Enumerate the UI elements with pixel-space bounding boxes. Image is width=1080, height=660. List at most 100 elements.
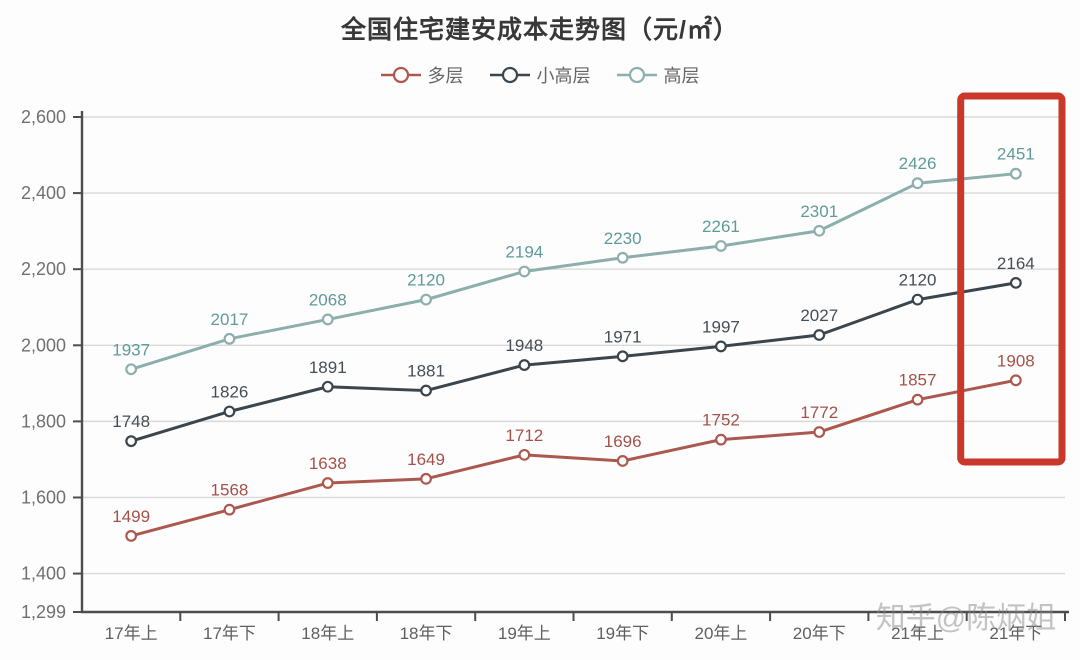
data-label: 2261 [702, 217, 740, 236]
data-point [1009, 374, 1022, 387]
data-point [420, 472, 432, 485]
data-point [911, 393, 924, 406]
data-label: 1712 [505, 426, 543, 445]
data-point [420, 384, 432, 397]
data-label: 2301 [800, 202, 838, 221]
data-label: 2027 [800, 306, 838, 325]
data-point [1009, 167, 1022, 180]
legend: 多层 小高层 高层 [0, 60, 1080, 90]
watermark: 知乎@陈炳姐 [876, 602, 1056, 635]
data-point [616, 455, 629, 467]
data-point [321, 380, 334, 393]
x-axis-label: 21年上 [891, 624, 944, 643]
data-point [813, 426, 826, 438]
x-axis-label: 20年上 [694, 624, 747, 643]
data-label: 2164 [997, 254, 1035, 273]
data-label: 1908 [997, 351, 1035, 370]
x-axis-label: 17年上 [105, 624, 158, 643]
data-point [420, 293, 432, 306]
gridlines [82, 116, 1065, 575]
y-axis-label: 2,600 [21, 107, 66, 127]
data-label: 1748 [112, 412, 150, 431]
y-axis-label: 1,600 [21, 487, 66, 507]
data-point [616, 251, 629, 264]
highlight-box [957, 92, 1066, 466]
data-point [518, 448, 531, 461]
data-point [125, 435, 138, 448]
data-point [813, 329, 826, 341]
legend-item-duoceng[interactable]: 多层 [380, 62, 464, 88]
data-label: 2120 [899, 271, 937, 290]
x-axis-label: 21年下 [989, 624, 1042, 643]
x-axis-label: 19年上 [498, 624, 551, 643]
y-axis-label: 2,200 [21, 259, 66, 279]
data-point [321, 477, 334, 489]
data-label: 2230 [604, 229, 642, 248]
series-line-gaoceng [130, 172, 1016, 371]
legend-label: 多层 [427, 66, 464, 86]
data-label: 1826 [211, 382, 249, 401]
data-label: 1649 [407, 450, 445, 469]
data-label: 1752 [702, 411, 740, 430]
axes: 2,600 2,400 2,200 2,000 1,800 1,600 1,400 1,299… [21, 107, 1069, 643]
data-label: 2120 [407, 271, 445, 290]
legend-label: 高层 [663, 66, 700, 86]
data-label: 1881 [407, 362, 445, 381]
y-axis-label: 1,299 [21, 602, 66, 622]
data-label: 2068 [309, 290, 347, 309]
series-gaoceng: 1937 2017 2068 2120 2194 2230 2261 2301 2426 2451 [112, 145, 1035, 376]
data-point [616, 350, 629, 363]
data-label: 2451 [997, 145, 1035, 164]
x-axis-label: 18年下 [400, 624, 453, 643]
data-point [1009, 276, 1022, 289]
legend-item-gaoceng[interactable]: 高层 [616, 62, 700, 88]
legend-marker-icon [380, 66, 421, 84]
data-label: 2426 [899, 154, 937, 173]
data-label: 1948 [505, 336, 543, 355]
x-axis-label: 18年上 [301, 624, 354, 643]
legend-marker-icon [489, 66, 530, 84]
y-axis-label: 2,400 [21, 183, 66, 203]
data-point [223, 405, 236, 418]
data-point [911, 177, 924, 190]
data-label: 2194 [505, 242, 543, 261]
x-axis-label: 17年下 [203, 624, 256, 643]
data-label: 1937 [112, 340, 150, 359]
data-point [518, 359, 531, 371]
data-point [715, 340, 727, 353]
data-point [321, 313, 334, 326]
data-label: 1568 [211, 481, 249, 500]
data-label: 1638 [309, 454, 347, 473]
data-point [518, 265, 531, 278]
series-xiaogaoceng: 1748 1826 1891 1881 1948 1971 1997 2027 2120 2164 [112, 254, 1035, 448]
data-label: 1499 [112, 507, 150, 526]
data-label: 1891 [309, 358, 347, 377]
data-label: 1997 [702, 317, 740, 336]
y-axis-label: 2,000 [21, 335, 66, 355]
legend-item-xiaogaoceng[interactable]: 小高层 [489, 62, 591, 88]
series-line-xiaogaoceng [130, 281, 1017, 443]
data-point [911, 293, 924, 306]
x-axis-label: 19年下 [596, 624, 649, 643]
data-point [125, 530, 138, 542]
x-axis-label: 20年下 [793, 624, 846, 643]
data-label: 1971 [604, 327, 642, 346]
legend-marker-icon [616, 66, 657, 84]
data-label: 2017 [211, 310, 249, 329]
data-label: 1772 [800, 403, 838, 422]
data-point [715, 433, 727, 446]
data-label: 1696 [604, 432, 642, 451]
series-line-duoceng [130, 378, 1017, 538]
series-duoceng: 1499 1568 1638 1649 1712 1696 1752 1772 1857 1908 [112, 351, 1035, 542]
data-point [715, 240, 727, 252]
data-label: 1857 [899, 371, 937, 390]
y-axis-label: 1,800 [21, 411, 66, 431]
legend-label: 小高层 [536, 66, 591, 86]
data-point [223, 332, 236, 345]
data-point [125, 363, 138, 376]
data-point [223, 503, 236, 516]
y-axis-label: 1,400 [21, 564, 66, 584]
data-point [813, 224, 826, 237]
